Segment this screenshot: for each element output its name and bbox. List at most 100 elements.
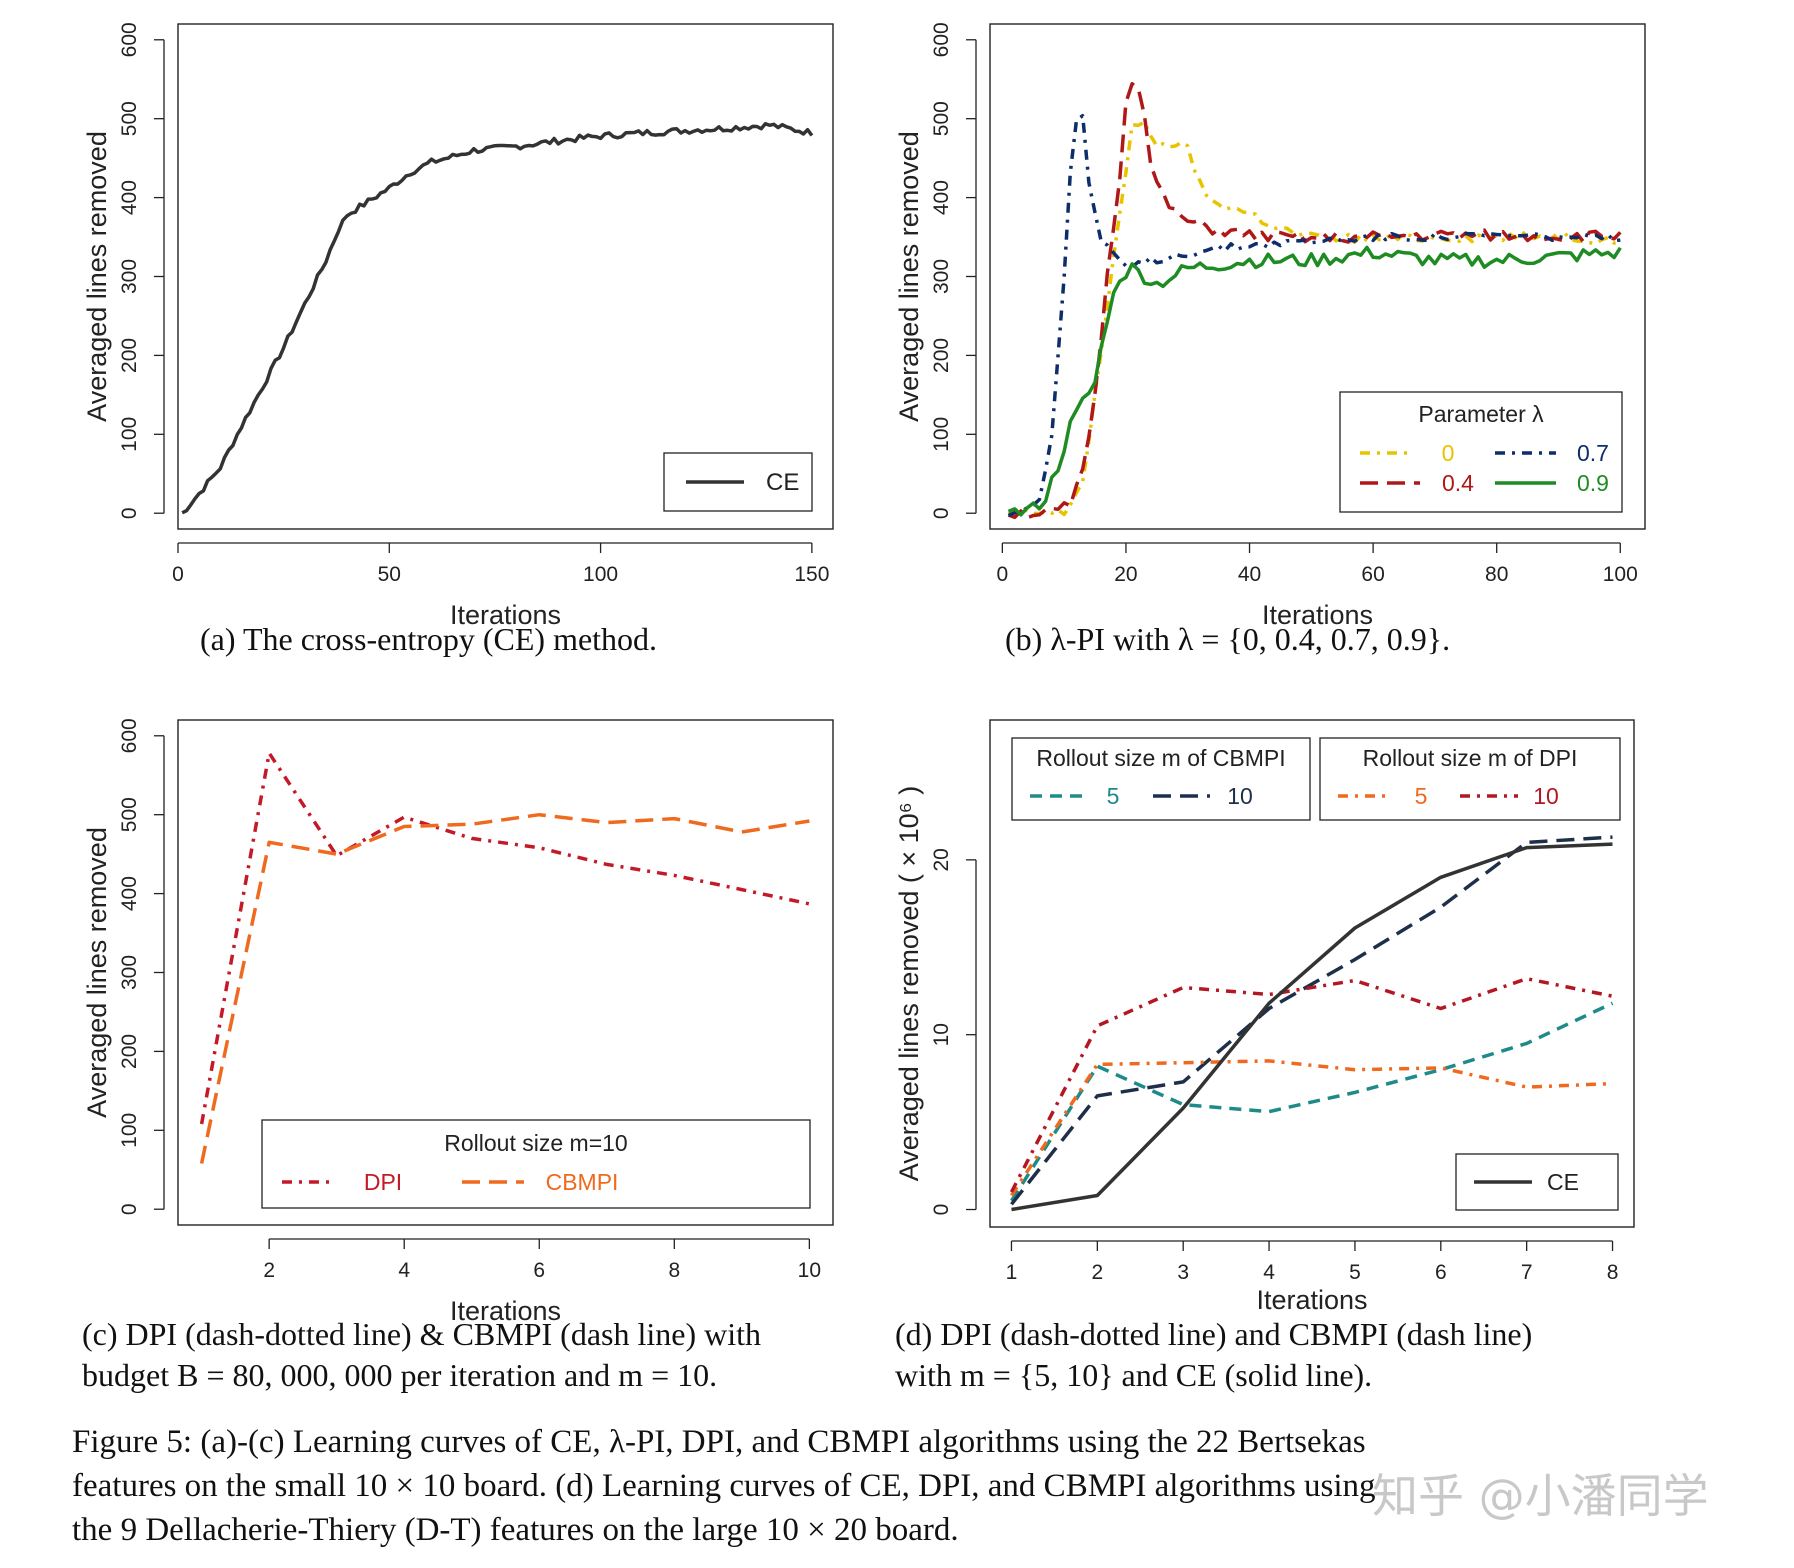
x-tick-label-b: 80 [1485,563,1508,586]
legend-b-04-label: 0.4 [1442,470,1474,496]
legend-d-c5-label: 5 [1107,783,1120,809]
y-axis-label-a: Averaged lines removed [82,131,112,422]
plot-frame-d [989,719,1635,1228]
legend-a-ce-label: CE [766,469,799,496]
series-line-b-0 [1007,120,1621,517]
y-tick-label-c: 0 [118,1203,141,1215]
legend-c: Rollout size m=10 DPI CBMPI [261,1119,811,1209]
legend-d-d10-label: 10 [1533,783,1559,809]
legend-d-ce-label: CE [1547,1169,1579,1195]
series-line-a-CE [181,121,814,515]
y-tick-label-a: 500 [118,101,141,136]
legend-d: Rollout size m of CBMPI 5 10 Rollout siz… [1011,737,1621,1211]
x-tick-label-d: 6 [1435,1261,1447,1284]
y-tick-label-a: 300 [118,259,141,294]
series-line-d-DPI-5 [1010,1059,1613,1197]
y-tick-label-c: 300 [118,955,141,990]
x-tick-label-d: 2 [1091,1261,1103,1284]
plot-frame-b [989,23,1646,530]
x-tick-label-c: 8 [668,1259,680,1282]
x-axis-label-b: Iterations [1262,600,1373,630]
plot-frame-c [177,719,834,1226]
chart-b: 0 20 40 60 80 100 Iterations 0 100 200 300 400 500 60… [894,22,1646,657]
chart-d: 1 2 3 4 5 6 7 8 Iterations 0 10 20 Averaged lines re… [894,719,1635,1393]
y-tick-label-c: 500 [118,797,141,832]
plot-frame-a [177,23,834,530]
y-tick-label-b: 600 [930,22,953,57]
x-tick-label-b: 40 [1238,563,1261,586]
y-axis-label-b: Averaged lines removed [894,131,924,422]
legend-d-c10-label: 10 [1227,783,1253,809]
x-tick-label-a: 150 [794,563,829,586]
x-tick-label-d: 8 [1607,1261,1619,1284]
figure-caption-line-1: Figure 5: (a)-(c) Learning curves of CE,… [72,1424,1366,1460]
caption-d-line-1: (d) DPI (dash-dotted line) and CBMPI (da… [895,1316,1532,1352]
legend-b-07-label: 0.7 [1577,440,1609,466]
legend-d-dpi-box [1319,737,1621,821]
x-axis-label-a: Iterations [450,600,561,630]
y-tick-label-b: 300 [930,259,953,294]
series-line-d-CBMPI-10 [1010,835,1613,1206]
caption-c-line-2: budget B = 80, 000, 000 per iteration an… [82,1357,717,1393]
legend-d-dpi-title: Rollout size m of DPI [1363,745,1578,771]
y-tick-label-a: 600 [118,22,141,57]
series-line-b-0-7 [1007,113,1621,518]
x-tick-label-c: 2 [263,1259,275,1282]
series-line-c-DPI [199,751,810,1125]
y-tick-label-c: 600 [118,718,141,753]
x-tick-label-a: 100 [583,563,618,586]
series-line-d-CBMPI-5 [1010,1001,1614,1202]
y-tick-label-b: 400 [930,180,953,215]
x-tick-label-c: 4 [398,1259,410,1282]
y-tick-label-d: 0 [930,1204,953,1216]
y-tick-label-c: 400 [118,876,141,911]
y-tick-label-d: 10 [930,1023,953,1046]
legend-b-0-label: 0 [1442,440,1455,466]
figure-caption-line-2: features on the small 10 × 10 board. (d)… [72,1468,1376,1504]
x-tick-label-b: 60 [1361,563,1384,586]
x-tick-label-a: 0 [172,563,184,586]
x-tick-label-d: 7 [1521,1261,1533,1284]
legend-d-d5-label: 5 [1415,783,1428,809]
x-tick-label-c: 6 [533,1259,545,1282]
y-axis-label-c: Averaged lines removed [82,827,112,1118]
chart-a: 0 50 100 150 Iterations 0 100 200 300 400 500 600 Av… [82,22,834,657]
y-tick-label-b: 200 [930,338,953,373]
legend-a: CE [663,452,813,512]
y-tick-label-a: 100 [118,417,141,452]
y-tick-label-c: 200 [118,1034,141,1069]
x-tick-label-b: 100 [1603,563,1638,586]
legend-b-09-label: 0.9 [1577,470,1609,496]
legend-c-box [261,1119,811,1209]
caption-b: (b) λ-PI with λ = {0, 0.4, 0.7, 0.9}. [1005,621,1450,657]
legend-d-cbmpi-box [1011,737,1311,821]
legend-c-title: Rollout size m=10 [444,1130,627,1156]
series-line-b-0-9 [1007,245,1622,517]
x-tick-label-d: 5 [1349,1261,1361,1284]
x-axis-label-d: Iterations [1256,1285,1367,1315]
x-tick-label-b: 0 [997,563,1009,586]
legend-b-title: Parameter λ [1418,401,1544,427]
y-axis-label-d: Averaged lines removed ( × 10⁶ ) [894,786,924,1182]
caption-a: (a) The cross-entropy (CE) method. [200,621,657,657]
x-tick-label-d: 3 [1177,1261,1189,1284]
x-tick-label-b: 20 [1114,563,1137,586]
y-tick-label-b: 100 [930,417,953,452]
y-tick-label-a: 0 [118,507,141,519]
y-tick-label-b: 500 [930,101,953,136]
figure-caption-line-3: the 9 Dellacherie-Thiery (D-T) features … [72,1512,959,1548]
x-tick-label-d: 4 [1263,1261,1275,1284]
charts-layer: 0 50 100 150Iterations0100200300400500600Av… [82,22,1646,1393]
y-tick-label-a: 200 [118,338,141,373]
x-axis-label-c: Iterations [450,1296,561,1326]
watermark-text: 知乎 @小潘同学 [1372,1469,1709,1523]
series-line-c-CBMPI [199,812,810,1164]
series-line-d-DPI-10 [1009,976,1613,1193]
x-tick-label-d: 1 [1006,1261,1018,1284]
series-line-b-0-4 [1007,82,1622,520]
x-tick-label-a: 50 [378,563,401,586]
x-tick-label-c: 10 [798,1259,821,1282]
series-line-d-CE [1011,842,1613,1212]
y-tick-label-c: 100 [118,1113,141,1148]
